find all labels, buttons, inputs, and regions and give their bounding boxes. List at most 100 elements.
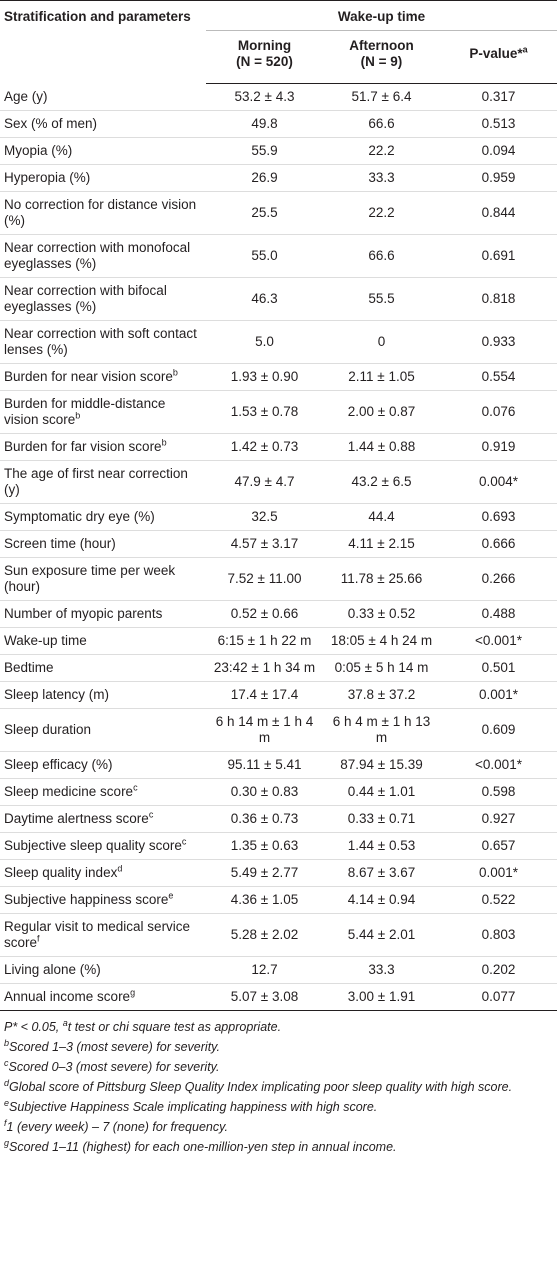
row-label: Sun exposure time per week (hour)	[4, 563, 176, 594]
row-label-cell: Near correction with soft contact lenses…	[0, 320, 206, 364]
afternoon-value: 0.33 ± 0.71	[323, 805, 440, 833]
footnote: f1 (every week) – 7 (none) for frequency…	[4, 1118, 553, 1135]
row-label-sup: e	[168, 890, 174, 901]
afternoon-value: 0.44 ± 1.01	[323, 778, 440, 806]
p-sup: a	[522, 44, 528, 55]
column-name: Afternoon	[349, 38, 414, 53]
row-label: Sex (% of men)	[4, 116, 98, 131]
row-label-cell: Regular visit to medical service scoref	[0, 913, 206, 957]
row-label-sup: d	[117, 863, 123, 874]
afternoon-value: 8.67 ± 3.67	[323, 859, 440, 887]
column-n: (N = 520)	[236, 54, 293, 69]
morning-value: 26.9	[206, 164, 323, 192]
footnote: bScored 1–3 (most severe) for severity.	[4, 1038, 553, 1055]
p-value: 0.001*	[440, 859, 557, 887]
table-row: Symptomatic dry eye (%) 32.5 44.4 0.693	[0, 503, 557, 531]
row-label-cell: Subjective happiness scoree	[0, 886, 206, 914]
afternoon-value: 1.44 ± 0.88	[323, 433, 440, 461]
p-value: 0.554	[440, 363, 557, 391]
morning-value: 32.5	[206, 503, 323, 531]
row-label-sup: c	[133, 782, 138, 793]
table-row: Subjective happiness scoree 4.36 ± 1.05 4.…	[0, 886, 557, 914]
p-value: 0.001*	[440, 681, 557, 709]
page: Stratification and parameters Wake-up ti…	[0, 0, 557, 1154]
afternoon-value: 87.94 ± 15.39	[323, 751, 440, 779]
p-value: 0.933	[440, 320, 557, 364]
table-body: Age (y) 53.2 ± 4.3 51.7 ± 6.4 0.317 Sex (% o…	[0, 83, 557, 1011]
morning-value: 5.07 ± 3.08	[206, 983, 323, 1011]
afternoon-value: 3.00 ± 1.91	[323, 983, 440, 1011]
table-row: Near correction with soft contact lenses…	[0, 320, 557, 364]
afternoon-value: 33.3	[323, 956, 440, 984]
p-value: 0.959	[440, 164, 557, 192]
column-n: (N = 9)	[360, 54, 403, 69]
row-label-cell: No correction for distance vision (%)	[0, 191, 206, 235]
afternoon-value: 33.3	[323, 164, 440, 192]
morning-value: 0.52 ± 0.66	[206, 600, 323, 628]
row-label: Sleep quality index	[4, 865, 118, 880]
row-label: Near correction with soft contact lenses…	[4, 326, 197, 357]
table-row: Age (y) 53.2 ± 4.3 51.7 ± 6.4 0.317	[0, 83, 557, 111]
row-label: Number of myopic parents	[4, 606, 163, 621]
row-label: Sleep duration	[4, 722, 92, 737]
p-value: 0.076	[440, 390, 557, 434]
morning-value: 0.36 ± 0.73	[206, 805, 323, 833]
afternoon-value: 11.78 ± 25.66	[323, 557, 440, 601]
morning-value: 4.57 ± 3.17	[206, 530, 323, 558]
table-row: Myopia (%) 55.9 22.2 0.094	[0, 137, 557, 165]
footnote: P* < 0.05, at test or chi square test as…	[4, 1017, 553, 1035]
row-label: Sleep latency (m)	[4, 687, 110, 702]
table-row: Near correction with bifocal eyeglasses …	[0, 277, 557, 321]
row-label: Bedtime	[4, 660, 54, 675]
p-value: 0.513	[440, 110, 557, 138]
row-label-cell: Daytime alertness scorec	[0, 805, 206, 833]
afternoon-value: 0.33 ± 0.52	[323, 600, 440, 628]
morning-value: 7.52 ± 11.00	[206, 557, 323, 601]
row-label-cell: Near correction with monofocal eyeglasse…	[0, 234, 206, 278]
afternoon-value: 44.4	[323, 503, 440, 531]
row-label: Near correction with bifocal eyeglasses …	[4, 283, 167, 314]
footnote-text: Scored 1–11 (highest) for each one-milli…	[9, 1140, 397, 1154]
row-label: Wake-up time	[4, 633, 87, 648]
p-value: <0.001*	[440, 751, 557, 779]
table-row: Living alone (%) 12.7 33.3 0.202	[0, 956, 557, 984]
p-value: 0.077	[440, 983, 557, 1011]
row-label-cell: Sleep medicine scorec	[0, 778, 206, 806]
row-label: Screen time (hour)	[4, 536, 116, 551]
footnote-text: t test or chi square test as appropriate…	[67, 1020, 282, 1034]
p-title: P-value*	[469, 46, 523, 61]
footnote-sup: a	[62, 1017, 68, 1028]
column-head: P-value*a	[440, 30, 557, 84]
afternoon-value: 55.5	[323, 277, 440, 321]
row-label-cell: Sleep duration	[0, 708, 206, 752]
afternoon-value: 22.2	[323, 191, 440, 235]
p-value: 0.522	[440, 886, 557, 914]
morning-value: 17.4 ± 17.4	[206, 681, 323, 709]
footnote-text: Scored 1–3 (most severe) for severity.	[9, 1040, 220, 1054]
afternoon-value: 6 h 4 m ± 1 h 13 m	[323, 708, 440, 752]
morning-value: 6 h 14 m ± 1 h 4 m	[206, 708, 323, 752]
table-row: Screen time (hour) 4.57 ± 3.17 4.11 ± 2.15…	[0, 530, 557, 558]
afternoon-value: 37.8 ± 37.2	[323, 681, 440, 709]
row-label-cell: Bedtime	[0, 654, 206, 682]
p-value: 0.317	[440, 83, 557, 111]
row-label-cell: Annual income scoreg	[0, 983, 206, 1011]
morning-value: 95.11 ± 5.41	[206, 751, 323, 779]
afternoon-value: 66.6	[323, 110, 440, 138]
row-label-cell: Number of myopic parents	[0, 600, 206, 628]
p-value: 0.094	[440, 137, 557, 165]
data-table: Stratification and parameters Wake-up ti…	[0, 0, 557, 1011]
p-value: 0.598	[440, 778, 557, 806]
footnote-text: Subjective Happiness Scale implicating h…	[9, 1100, 378, 1114]
row-label: Hyperopia (%)	[4, 170, 91, 185]
footnote: dGlobal score of Pittsburg Sleep Quality…	[4, 1078, 553, 1095]
p-value: 0.691	[440, 234, 557, 278]
p-value: 0.266	[440, 557, 557, 601]
table-row: Regular visit to medical service scoref 5…	[0, 913, 557, 957]
row-label-cell: Age (y)	[0, 83, 206, 111]
p-value: 0.488	[440, 600, 557, 628]
header-row: Morning (N = 520) Afternoon (N = 9) P-valu…	[0, 30, 557, 84]
table-row: Sleep efficacy (%) 95.11 ± 5.41 87.94 ± 15…	[0, 751, 557, 779]
row-label-sup: f	[37, 933, 40, 944]
